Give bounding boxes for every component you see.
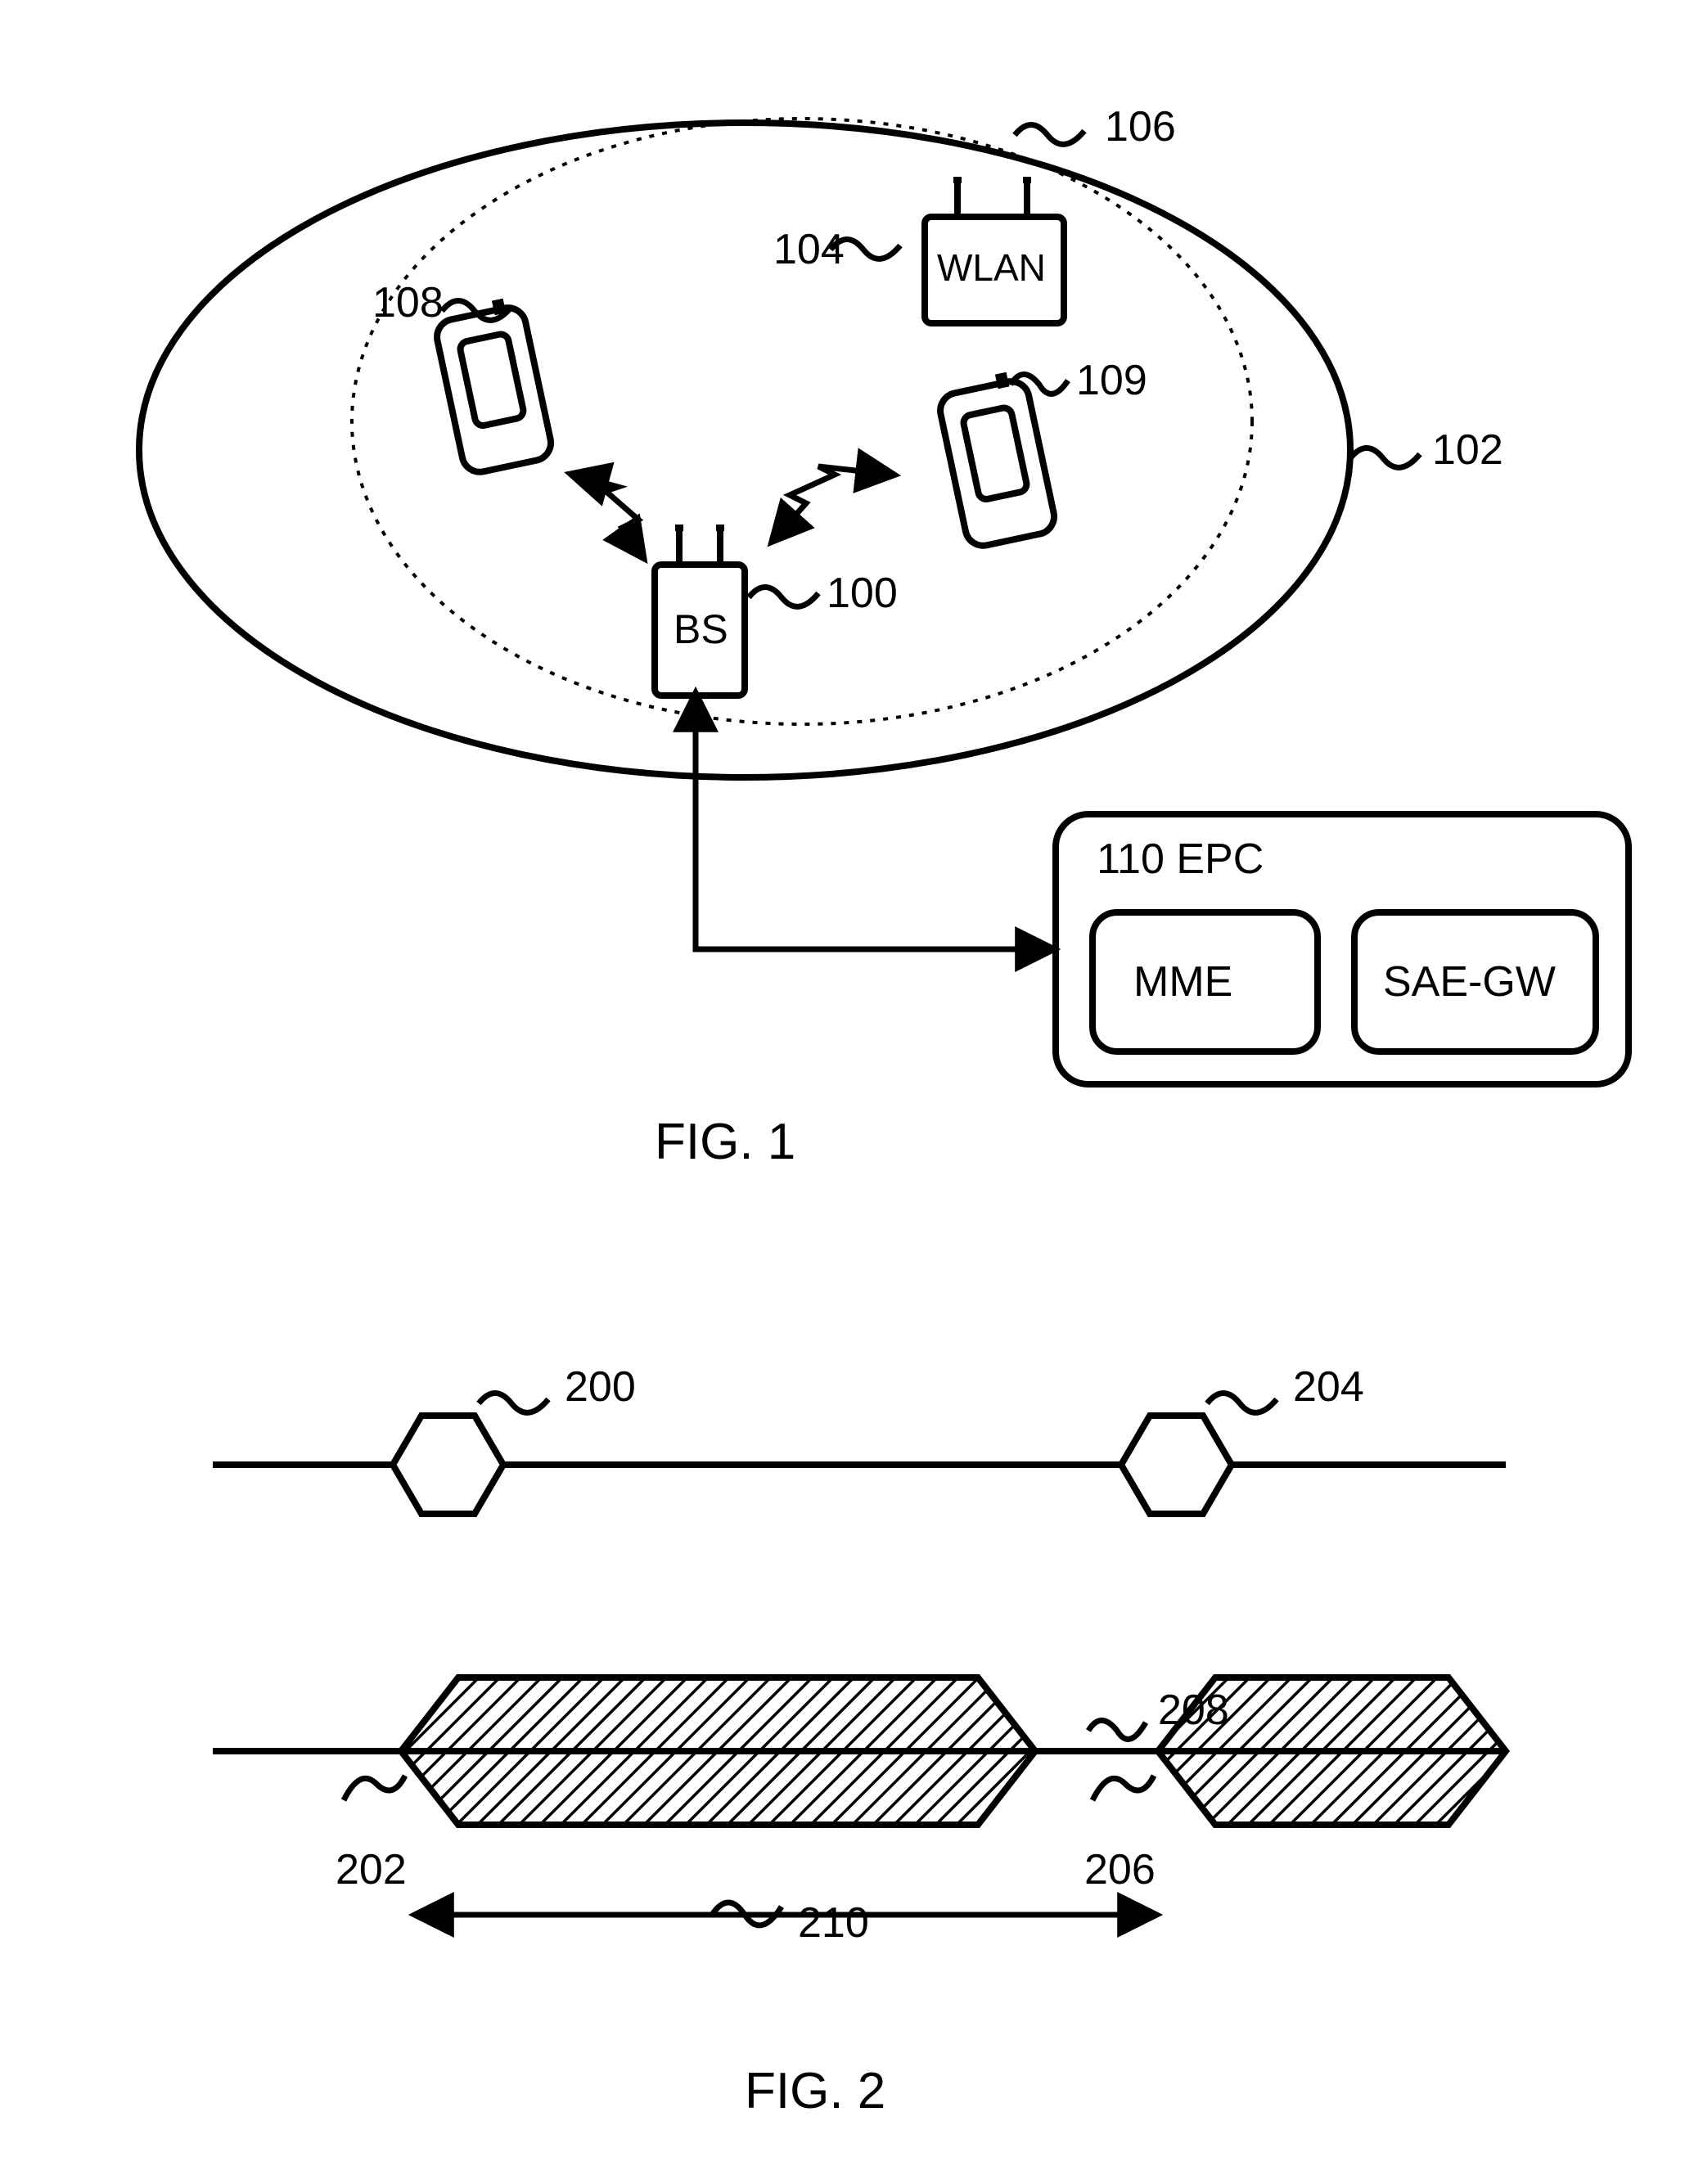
label-108: 108	[372, 278, 444, 327]
hex-200	[393, 1416, 503, 1514]
label-204: 204	[1293, 1362, 1364, 1412]
label-104: 104	[773, 225, 845, 274]
squiggle-102	[1350, 448, 1420, 468]
bs-text: BS	[674, 606, 728, 653]
squiggle-202	[344, 1776, 405, 1800]
squiggle-200	[479, 1394, 548, 1413]
label-100: 100	[827, 569, 898, 618]
squiggle-106	[1015, 125, 1084, 145]
fig2-group	[213, 1394, 1506, 1925]
label-200: 200	[565, 1362, 636, 1412]
link-bs-ue108	[573, 475, 642, 556]
label-102: 102	[1432, 426, 1503, 475]
saegw-text: SAE-GW	[1383, 957, 1556, 1006]
label-106: 106	[1105, 102, 1176, 151]
squiggle-208	[1088, 1721, 1146, 1740]
fig2-caption: FIG. 2	[745, 2062, 885, 2120]
squiggle-204	[1207, 1394, 1277, 1413]
link-bs-epc	[696, 696, 1052, 949]
mme-text: MME	[1133, 957, 1232, 1006]
big-hex-202	[401, 1677, 1035, 1825]
wlan-text: WLAN	[937, 245, 1046, 290]
label-210: 210	[798, 1898, 869, 1948]
figures-canvas: 106 104 102 108 109 100 WLAN BS 110 EPC …	[33, 33, 1685, 2151]
label-208: 208	[1158, 1686, 1229, 1735]
hex-204	[1121, 1416, 1232, 1514]
label-206: 206	[1084, 1845, 1156, 1894]
figures-svg	[33, 33, 1685, 2151]
epc-title: 110 EPC	[1097, 835, 1264, 884]
squiggle-100	[749, 588, 818, 607]
squiggle-206	[1093, 1776, 1154, 1800]
label-109: 109	[1076, 356, 1147, 405]
fig1-caption: FIG. 1	[655, 1113, 795, 1171]
ue-109	[935, 368, 1058, 548]
link-bs-ue109	[773, 466, 892, 540]
label-202: 202	[336, 1845, 407, 1894]
